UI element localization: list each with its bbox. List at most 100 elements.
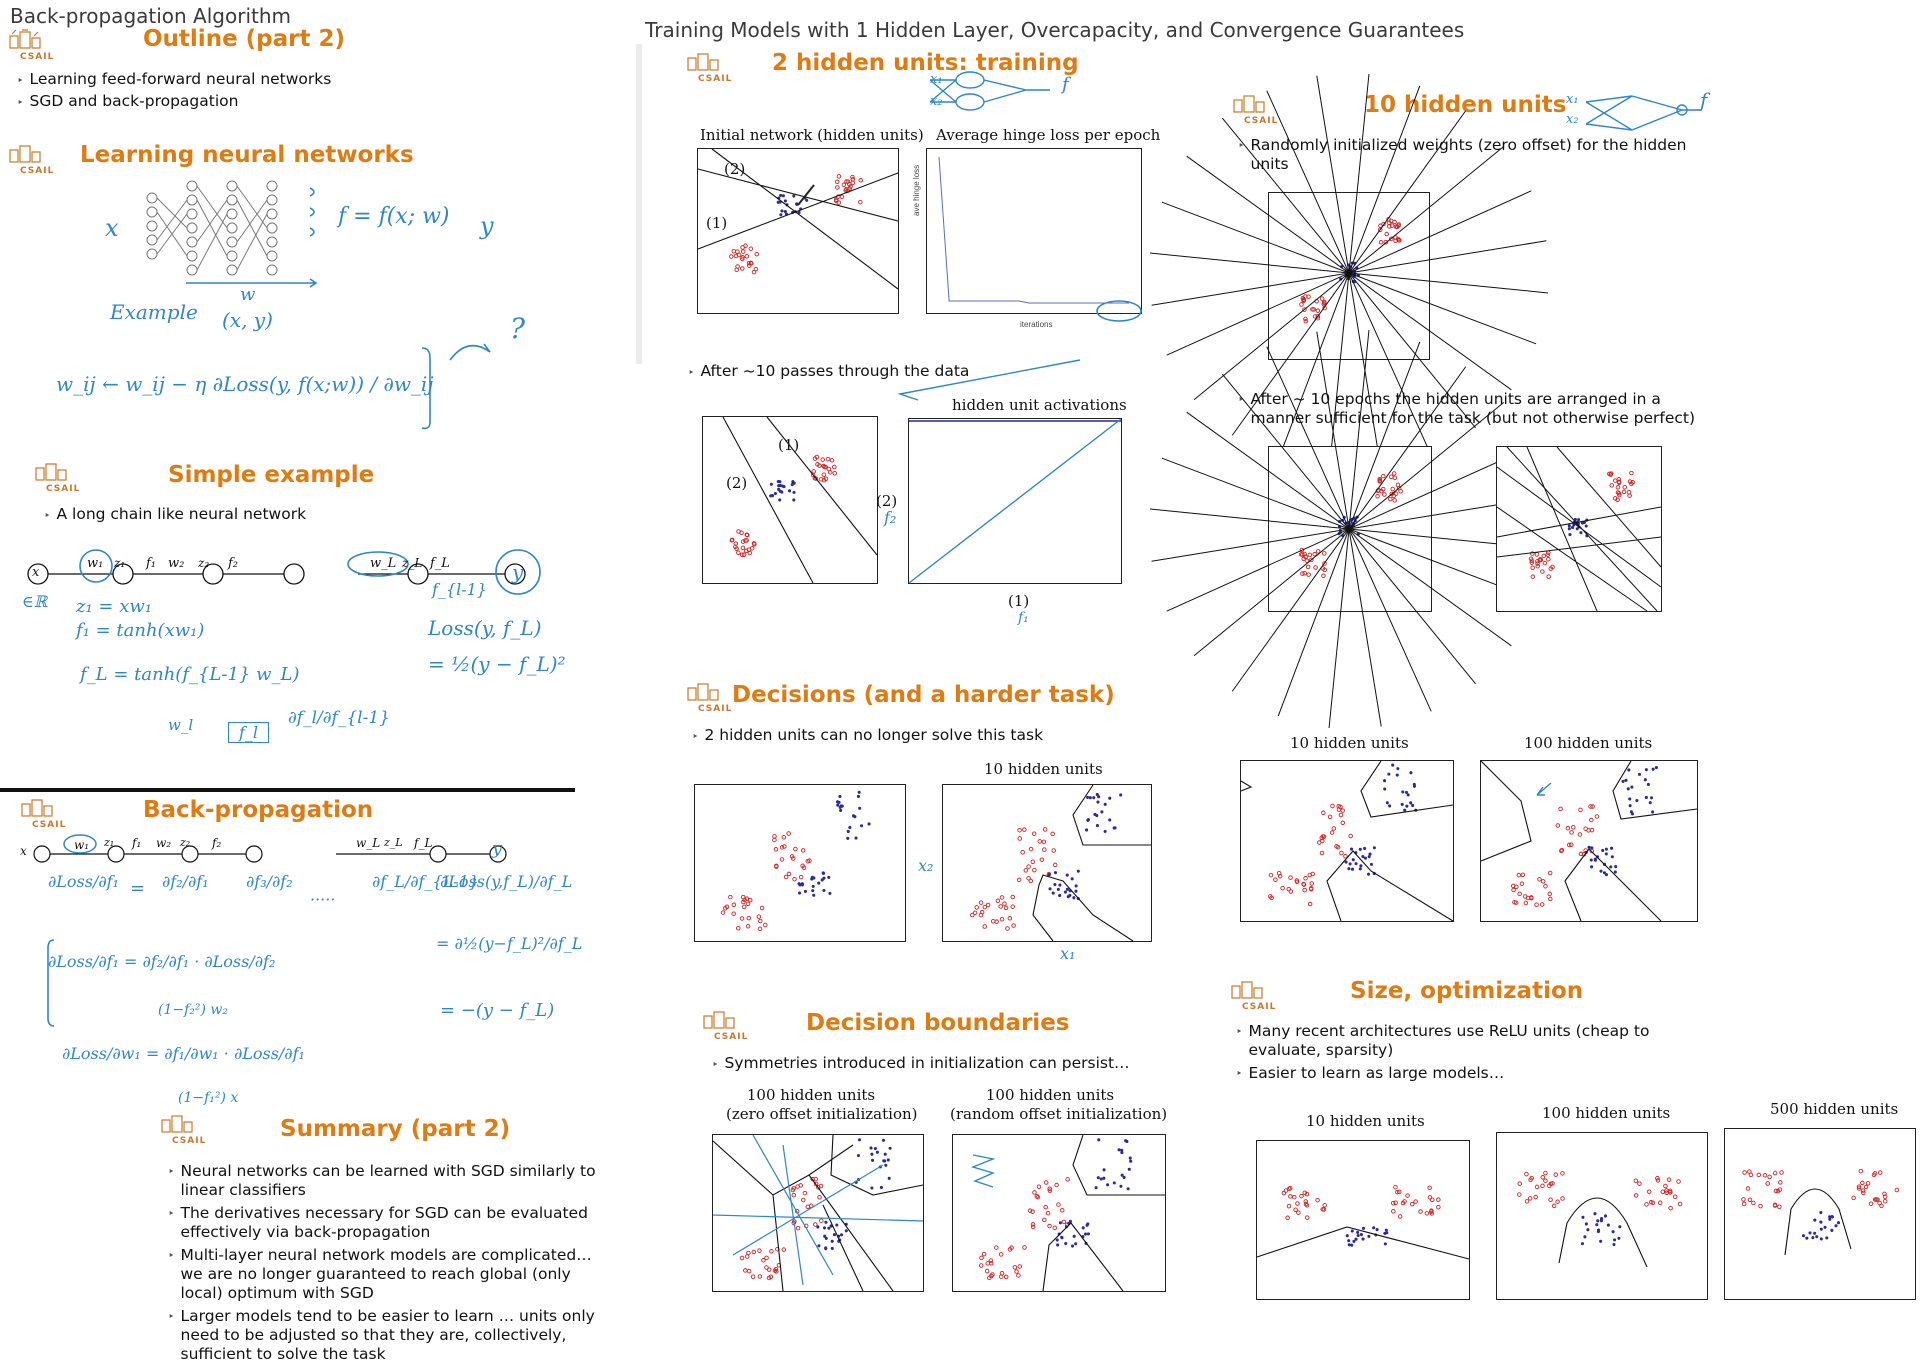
blue-point [1367,855,1371,859]
red-point [1566,842,1572,848]
bp-chain-y: y [492,838,503,859]
red-point [1571,824,1576,830]
blue-point [1626,787,1630,791]
red-point [1741,1201,1747,1207]
blue-point [1383,779,1387,783]
blue-point [1609,865,1613,869]
red-point [1627,493,1632,498]
blue-point [830,1246,834,1250]
blue-point [1383,787,1387,791]
red-point [1304,1215,1310,1220]
red-point [1856,1186,1862,1191]
blue-point [1060,1236,1064,1240]
red-point [1578,807,1583,813]
red-point [1555,823,1561,828]
blue-point [1358,867,1362,871]
blue-point [800,882,804,886]
red-point [741,552,747,558]
red-point [1546,574,1551,579]
blue-point [1583,1235,1587,1239]
red-point [1548,1181,1554,1187]
red-point [1377,479,1382,484]
blue-point [1354,862,1358,866]
red-point [1578,851,1584,857]
blue-point [1120,1148,1124,1152]
red-point [1009,1245,1014,1250]
blue-point [792,194,796,198]
red-point [1017,836,1022,841]
red-point [1308,887,1314,892]
red-point [1524,1171,1529,1177]
red-point [728,894,733,900]
blue-point [839,808,843,813]
red-point [1030,1224,1036,1230]
hw-x2-right: x₂ [1566,112,1579,127]
bullet-icon: ‣ [44,509,51,522]
red-point [1027,1208,1033,1213]
blue-point [821,871,826,875]
red-point [1338,804,1343,810]
red-point [1616,491,1622,496]
red-point [821,477,827,483]
scatter-svg [722,416,878,584]
blue-point [824,1236,828,1240]
red-point [1762,1173,1768,1178]
boundaries-title: Decision boundaries [806,1010,1070,1036]
blue-point [1601,848,1605,853]
blue-point [1074,1242,1078,1246]
blue-point [781,194,785,198]
red-point [1391,493,1396,499]
bullet-icon: ‣ [168,1207,175,1220]
red-point [847,182,852,187]
red-point [1617,492,1622,498]
red-point [1028,878,1034,884]
blue-point [830,1239,834,1243]
blue-point [1613,1238,1617,1242]
red-point [1551,1203,1557,1209]
simple-example-title: Simple example [168,462,375,488]
blue-point [1372,1226,1376,1230]
red-point [1569,830,1574,835]
red-point [1874,1197,1879,1202]
red-point [1424,1211,1430,1216]
blue-point [1347,1243,1351,1247]
red-point [746,263,752,268]
csail-logo: CSAIL [686,680,736,718]
red-point [766,1267,772,1272]
bullet-icon: ‣ [712,1058,719,1071]
blue-point [779,193,783,197]
blue-point [1363,856,1368,860]
red-point [1535,561,1540,566]
red-point [1555,1199,1560,1204]
red-point [1302,570,1307,576]
red-point [1035,1194,1041,1200]
red-point [731,902,737,908]
red-point [972,910,978,916]
red-point [1388,218,1394,224]
red-point [1758,1203,1763,1209]
blue-point [1384,1228,1388,1232]
blue-point [822,888,826,892]
blue-point [1646,782,1650,787]
mini-network-sketch [1585,95,1702,131]
page-title-left: Back-propagation Algorithm [10,4,292,28]
blue-point [1120,1173,1124,1177]
csail-logo-icon [35,463,67,481]
red-point [816,1185,821,1190]
blue-point [1637,772,1642,776]
red-point [734,546,739,552]
blue-point [1067,1221,1071,1225]
blue-point [1828,1217,1832,1221]
section-divider [0,788,575,792]
blue-point [803,889,807,893]
plot-hidden-activations [908,418,1122,584]
bullet-icon: ‣ [692,730,699,743]
plot-zero-offset [712,1134,924,1292]
red-point [733,541,739,546]
csail-logo-icon [687,53,719,71]
bullet-icon: ‣ [17,74,24,87]
red-point [793,846,798,852]
red-point [1751,1200,1756,1206]
red-point [1016,877,1022,883]
red-point [974,905,979,910]
